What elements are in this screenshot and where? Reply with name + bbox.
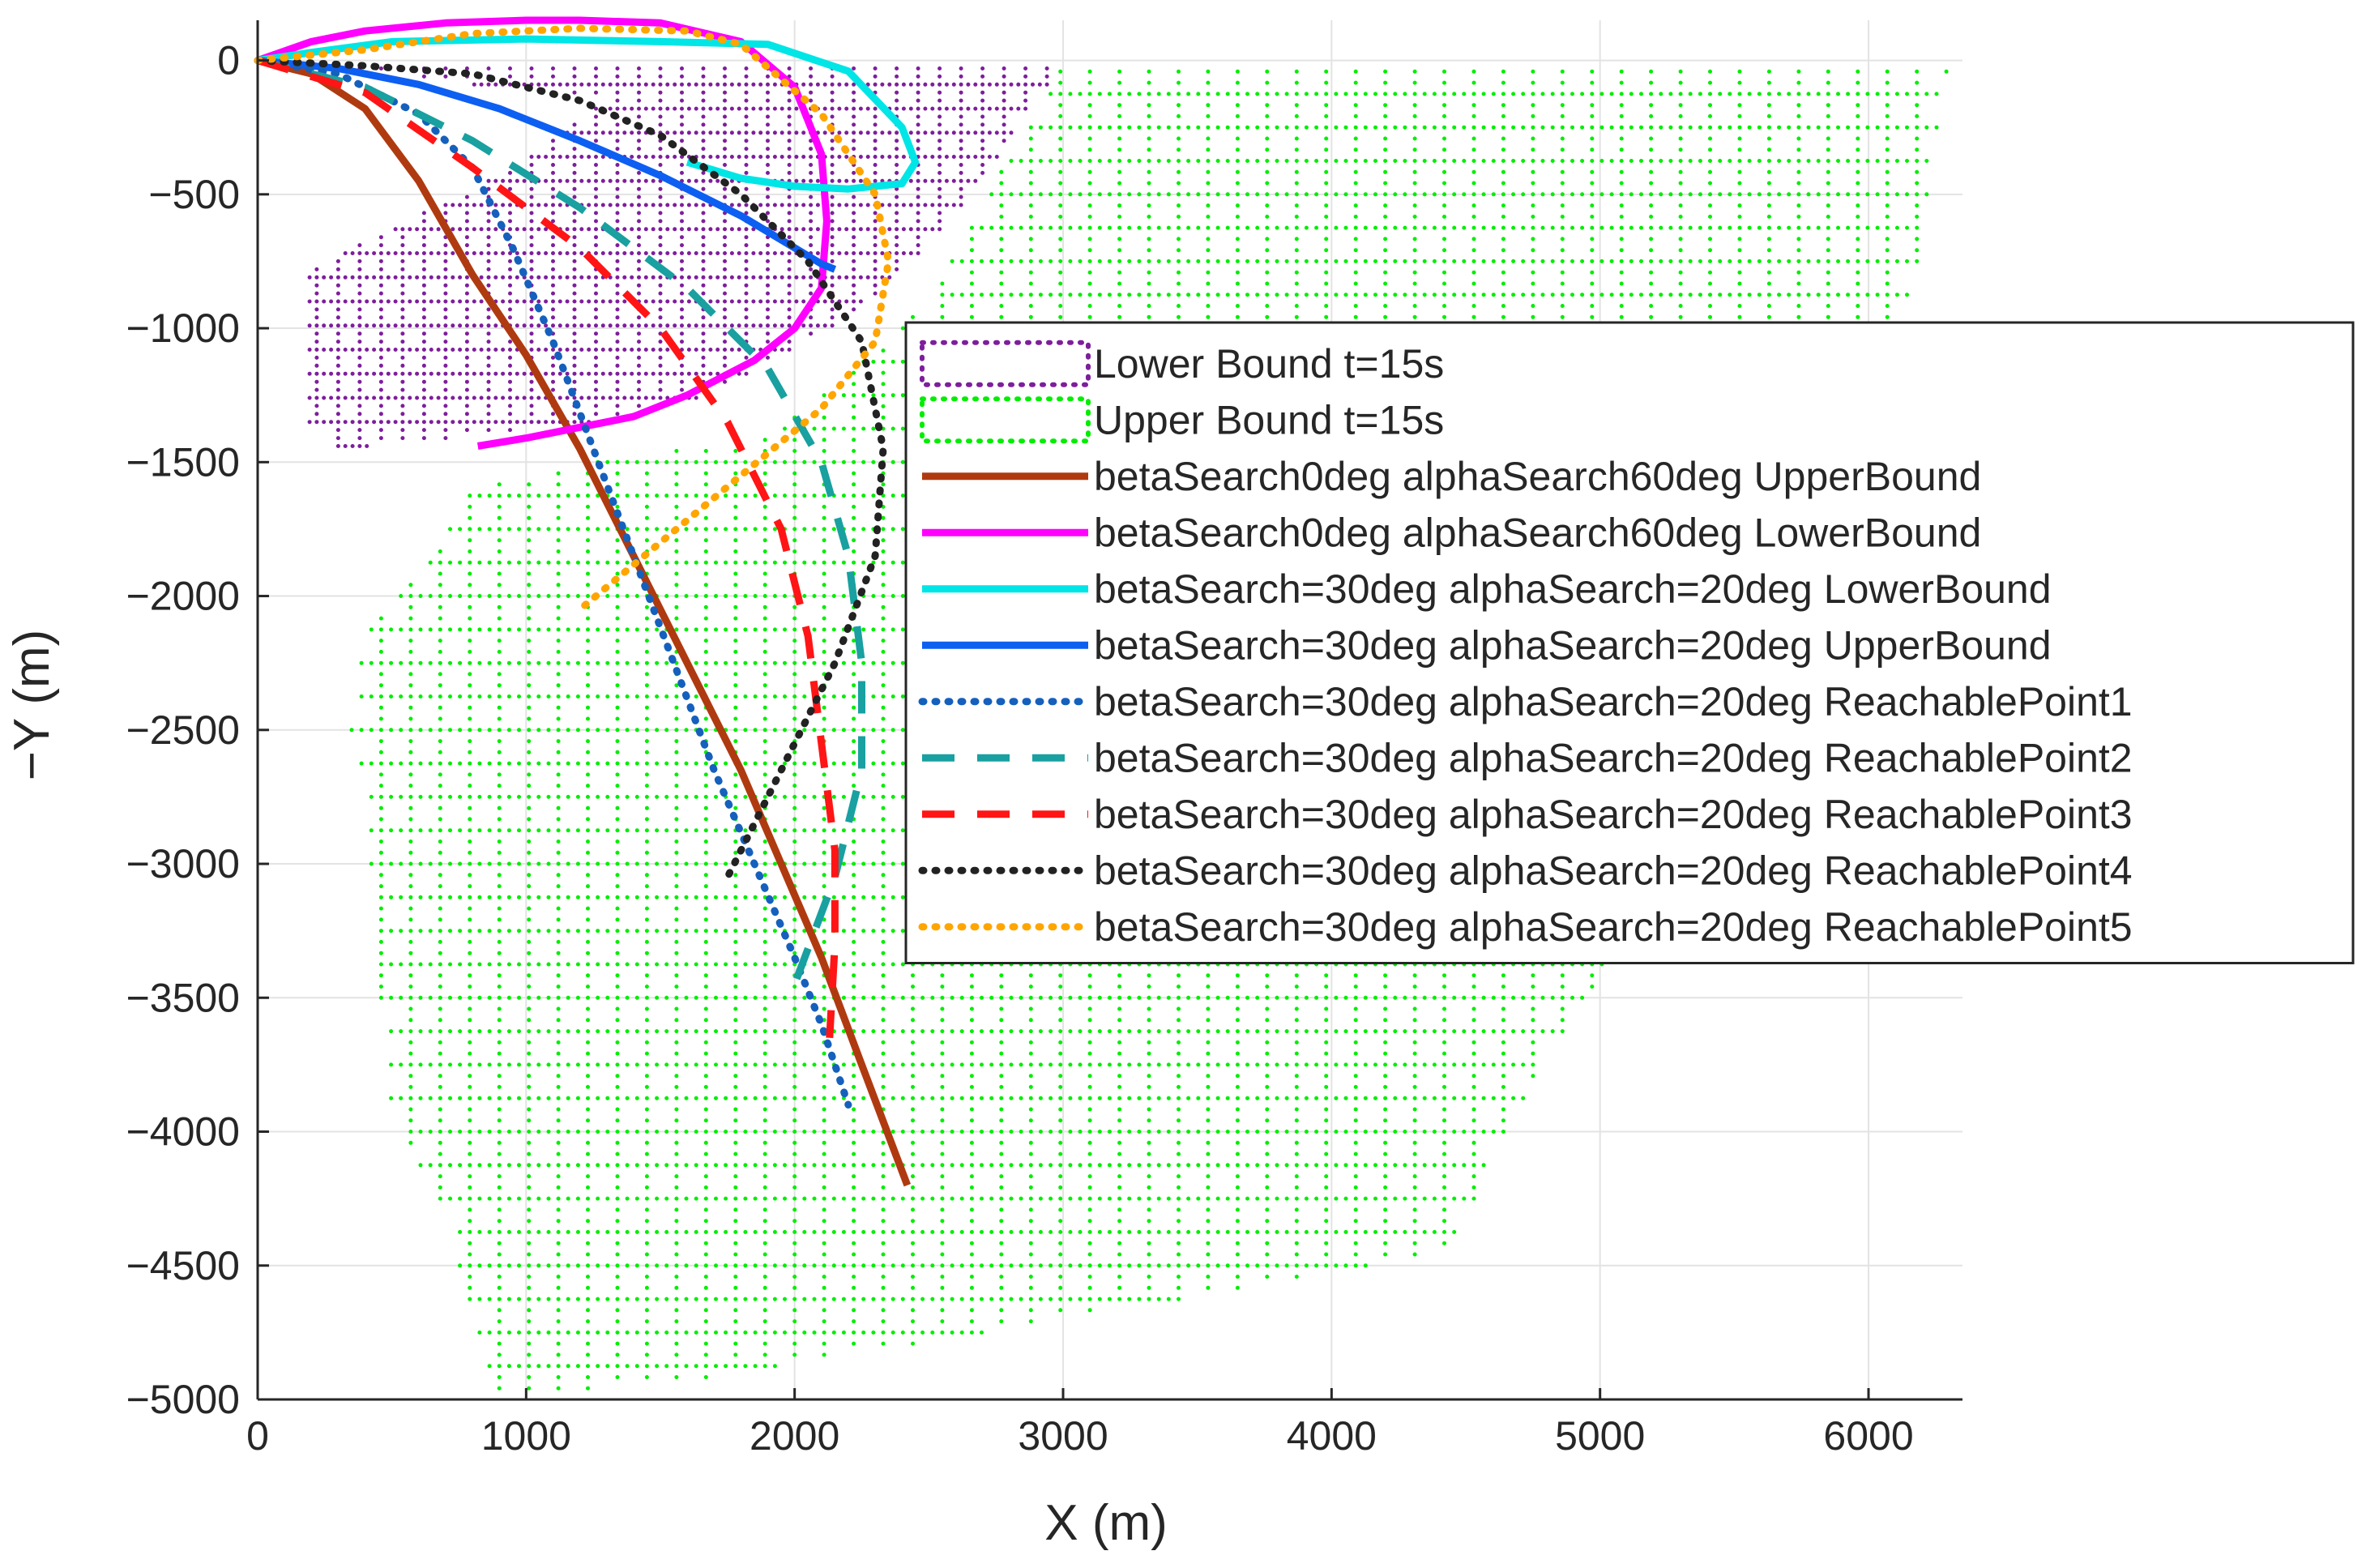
series-line-3 bbox=[257, 35, 920, 193]
legend-item: betaSearch=30deg alphaSearch=20deg Reach… bbox=[922, 735, 2133, 780]
legend-label: betaSearch=30deg alphaSearch=20deg Reach… bbox=[1094, 848, 2133, 893]
axes bbox=[256, 20, 1962, 1401]
series bbox=[254, 16, 920, 1187]
legend-item: betaSearch=30deg alphaSearch=20deg Reach… bbox=[918, 904, 2133, 950]
y-tick-label: −500 bbox=[148, 172, 240, 217]
x-tick-label: 5000 bbox=[1555, 1413, 1645, 1459]
legend-label: betaSearch=30deg alphaSearch=20deg Lower… bbox=[1094, 566, 2052, 612]
x-tick-label: 2000 bbox=[750, 1413, 839, 1459]
x-tick-label: 4000 bbox=[1287, 1413, 1377, 1459]
y-tick-label: −3500 bbox=[126, 975, 240, 1020]
x-tick-label: 1000 bbox=[481, 1413, 571, 1459]
legend-swatch bbox=[920, 340, 1091, 387]
legend-label: betaSearch=30deg alphaSearch=20deg Upper… bbox=[1094, 622, 2052, 668]
legend-label: betaSearch=30deg alphaSearch=20deg Reach… bbox=[1094, 904, 2133, 950]
legend-item: Upper Bound t=15s bbox=[920, 396, 1444, 444]
legend-item: betaSearch=30deg alphaSearch=20deg Upper… bbox=[922, 622, 2052, 668]
y-tick-label: −2000 bbox=[126, 574, 240, 619]
y-tick-label: −1000 bbox=[126, 305, 240, 351]
series-line-5 bbox=[254, 57, 852, 1109]
legend-label: betaSearch=30deg alphaSearch=20deg Reach… bbox=[1094, 735, 2133, 780]
legend-label: Upper Bound t=15s bbox=[1094, 397, 1444, 442]
tick-labels: 0 1000 2000 3000 4000 5000 6000 0 −500 −1000 −1500… bbox=[126, 38, 1914, 1459]
series-line-1 bbox=[256, 57, 912, 1187]
y-tick-label: −1500 bbox=[126, 439, 240, 485]
legend-item: betaSearch=30deg alphaSearch=20deg Lower… bbox=[922, 566, 2052, 612]
y-tick-label: −5000 bbox=[126, 1377, 240, 1422]
legend-label: betaSearch0deg alphaSearch60deg UpperBou… bbox=[1094, 454, 1981, 499]
series-line-8 bbox=[254, 57, 887, 882]
series-line-2 bbox=[256, 16, 831, 450]
x-tick-label: 0 bbox=[246, 1413, 269, 1459]
y-tick-label: 0 bbox=[217, 38, 240, 83]
legend-label: betaSearch0deg alphaSearch60deg LowerBou… bbox=[1094, 510, 1981, 555]
y-tick-label: −4500 bbox=[126, 1243, 240, 1288]
y-tick-label: −2500 bbox=[126, 707, 240, 753]
legend-label: betaSearch=30deg alphaSearch=20deg Reach… bbox=[1094, 679, 2133, 724]
region-1 bbox=[307, 66, 1049, 448]
legend-item: betaSearch0deg alphaSearch60deg LowerBou… bbox=[922, 510, 1981, 555]
y-tick-label: −3000 bbox=[126, 841, 240, 887]
legend-item: betaSearch0deg alphaSearch60deg UpperBou… bbox=[922, 454, 1981, 499]
y-axis-label: −Y (m) bbox=[4, 630, 60, 781]
legend-item: betaSearch=30deg alphaSearch=20deg Reach… bbox=[918, 679, 2133, 724]
legend-item: betaSearch=30deg alphaSearch=20deg Reach… bbox=[922, 792, 2133, 837]
x-axis-label: X (m) bbox=[1044, 1495, 1168, 1551]
series-line-9 bbox=[254, 24, 893, 613]
legend-box bbox=[904, 321, 2355, 964]
legend: Lower Bound t=15s Upper Bound t=15s betaSe… bbox=[904, 321, 2355, 964]
legend-swatch bbox=[920, 396, 1091, 444]
legend-item: betaSearch=30deg alphaSearch=20deg Reach… bbox=[918, 848, 2133, 893]
x-tick-label: 6000 bbox=[1823, 1413, 1913, 1459]
y-tick-label: −4000 bbox=[126, 1109, 240, 1155]
series-line-7 bbox=[256, 57, 839, 1039]
legend-label: Lower Bound t=15s bbox=[1094, 341, 1444, 387]
region-dots bbox=[307, 66, 1049, 448]
x-tick-label: 3000 bbox=[1018, 1413, 1108, 1459]
series-line-4 bbox=[257, 57, 837, 273]
legend-item: Lower Bound t=15s bbox=[920, 340, 1444, 387]
legend-label: betaSearch=30deg alphaSearch=20deg Reach… bbox=[1094, 792, 2133, 837]
